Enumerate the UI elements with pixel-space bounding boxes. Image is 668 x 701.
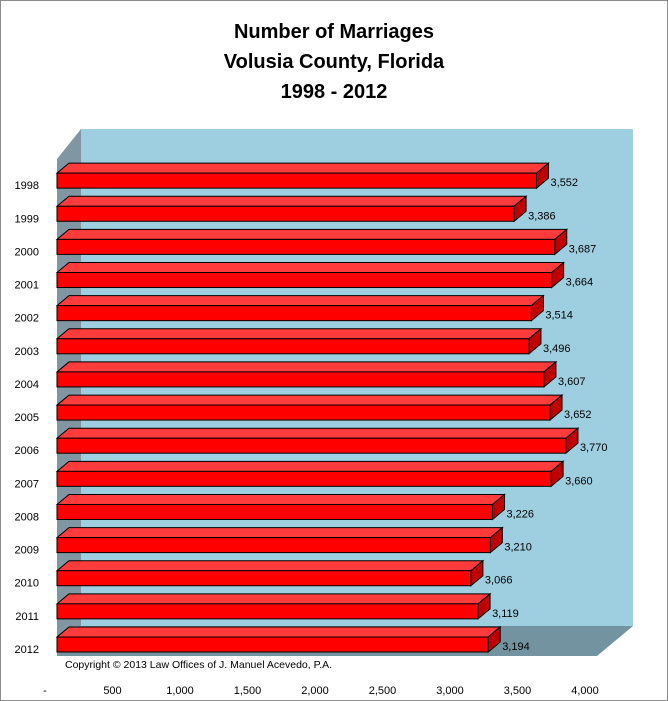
bar-front-face: [57, 339, 529, 354]
x-tick-1000: 1,000: [166, 685, 194, 697]
data-label-2003: 3,496: [543, 343, 571, 355]
y-tick-2012: 2012: [15, 644, 39, 656]
bar-front-face: [57, 239, 555, 254]
bar-top-face: [57, 594, 490, 604]
bar-front-face: [57, 306, 531, 321]
y-tick-2005: 2005: [15, 412, 39, 424]
bar-top-face: [57, 494, 505, 504]
bar-top-face: [57, 395, 562, 405]
y-tick-2010: 2010: [15, 578, 39, 590]
bar-2010: [57, 561, 483, 586]
bar-front-face: [57, 206, 514, 221]
bar-2004: [57, 362, 556, 387]
bar-top-face: [57, 329, 541, 339]
x-tick-0: -: [43, 685, 47, 697]
y-tick-2007: 2007: [15, 478, 39, 490]
bar-front-face: [57, 273, 552, 288]
data-label-2007: 3,660: [565, 475, 593, 487]
data-label-2006: 3,770: [580, 442, 608, 454]
bar-top-face: [57, 561, 483, 571]
bar-2008: [57, 494, 505, 519]
bar-top-face: [57, 196, 526, 206]
bar-2006: [57, 428, 578, 453]
data-label-2010: 3,066: [485, 575, 513, 587]
bar-2009: [57, 528, 502, 553]
data-label-2005: 3,652: [564, 409, 592, 421]
data-label-1999: 3,386: [528, 210, 556, 222]
bar-2002: [57, 296, 543, 321]
bar-top-face: [57, 296, 543, 306]
bar-front-face: [57, 538, 490, 553]
bar-front-face: [57, 637, 488, 652]
bar-front-face: [57, 604, 478, 619]
y-tick-1998: 1998: [15, 180, 39, 192]
x-tick-3000: 3,000: [436, 685, 464, 697]
data-label-2004: 3,607: [558, 376, 586, 388]
bar-2005: [57, 395, 562, 420]
bar-2012: [57, 627, 500, 652]
bar-2003: [57, 329, 541, 354]
copyright-note: Copyright © 2013 Law Offices of J. Manue…: [65, 659, 332, 671]
y-tick-2006: 2006: [15, 445, 39, 457]
data-label-2011: 3,119: [492, 608, 519, 620]
bar-front-face: [57, 372, 544, 387]
y-tick-2011: 2011: [15, 611, 39, 623]
bar-top-face: [57, 528, 502, 538]
data-label-2008: 3,226: [507, 508, 535, 520]
bar-top-face: [57, 163, 549, 173]
data-label-2001: 3,664: [566, 277, 594, 289]
data-label-1998: 3,552: [551, 177, 579, 189]
y-tick-2001: 2001: [15, 280, 39, 292]
bar-top-face: [57, 263, 564, 273]
x-tick-2000: 2,000: [301, 685, 329, 697]
x-tick-3500: 3,500: [504, 685, 532, 697]
bar-front-face: [57, 504, 493, 519]
bar-top-face: [57, 362, 556, 372]
y-tick-2002: 2002: [15, 313, 39, 325]
y-tick-2004: 2004: [15, 379, 39, 391]
data-label-2012: 3,194: [502, 641, 530, 653]
bar-front-face: [57, 471, 551, 486]
bar-1998: [57, 163, 549, 188]
y-tick-1999: 1999: [15, 213, 39, 225]
y-tick-2003: 2003: [15, 346, 39, 358]
bar-front-face: [57, 173, 537, 188]
data-label-2002: 3,514: [545, 310, 573, 322]
bar-2007: [57, 461, 563, 486]
bar-2011: [57, 594, 490, 619]
bar-top-face: [57, 627, 500, 637]
data-label-2009: 3,210: [504, 542, 532, 554]
x-tick-500: 500: [103, 685, 121, 697]
bar-front-face: [57, 438, 566, 453]
bar-top-face: [57, 461, 563, 471]
bar-front-face: [57, 405, 550, 420]
y-tick-2008: 2008: [15, 511, 39, 523]
data-label-2000: 3,687: [569, 243, 597, 255]
x-tick-1500: 1,500: [234, 685, 262, 697]
x-tick-2500: 2,500: [369, 685, 397, 697]
x-tick-4000: 4,000: [571, 685, 599, 697]
bar-2001: [57, 263, 564, 288]
y-tick-2009: 2009: [15, 545, 39, 557]
bar-top-face: [57, 229, 567, 239]
bar-2000: [57, 229, 567, 254]
bar-1999: [57, 196, 526, 221]
bar-front-face: [57, 571, 471, 586]
bar-top-face: [57, 428, 578, 438]
y-tick-2000: 2000: [15, 246, 39, 258]
